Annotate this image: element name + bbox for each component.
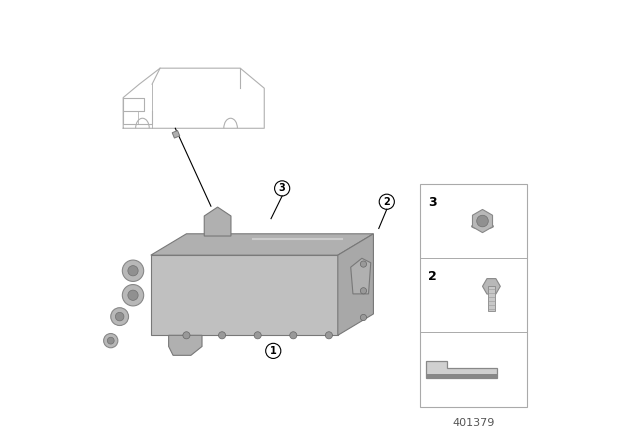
Circle shape	[218, 332, 226, 339]
Polygon shape	[172, 130, 180, 138]
Polygon shape	[472, 210, 493, 233]
Ellipse shape	[472, 224, 493, 229]
Text: 401379: 401379	[452, 418, 495, 428]
Polygon shape	[351, 258, 371, 294]
Circle shape	[183, 332, 190, 339]
FancyBboxPatch shape	[420, 184, 527, 406]
Polygon shape	[168, 335, 202, 355]
Circle shape	[128, 266, 138, 276]
Circle shape	[128, 290, 138, 300]
Text: 1: 1	[270, 346, 276, 356]
Text: 2: 2	[383, 197, 390, 207]
Circle shape	[325, 332, 332, 339]
Circle shape	[254, 332, 261, 339]
Circle shape	[360, 288, 367, 294]
Circle shape	[111, 308, 129, 326]
Circle shape	[122, 260, 144, 281]
Circle shape	[360, 261, 367, 267]
Circle shape	[360, 314, 367, 321]
Polygon shape	[426, 361, 497, 379]
Circle shape	[477, 215, 488, 227]
Polygon shape	[151, 234, 373, 255]
Circle shape	[115, 312, 124, 321]
Polygon shape	[483, 279, 500, 294]
Polygon shape	[426, 374, 497, 379]
Polygon shape	[488, 286, 495, 311]
Text: 3: 3	[428, 196, 437, 209]
Circle shape	[290, 332, 297, 339]
Circle shape	[122, 284, 144, 306]
Polygon shape	[151, 255, 338, 335]
Polygon shape	[204, 207, 231, 236]
Circle shape	[104, 333, 118, 348]
Text: 3: 3	[279, 183, 285, 194]
Text: 2: 2	[428, 270, 437, 283]
Circle shape	[108, 337, 114, 344]
Polygon shape	[338, 234, 373, 335]
